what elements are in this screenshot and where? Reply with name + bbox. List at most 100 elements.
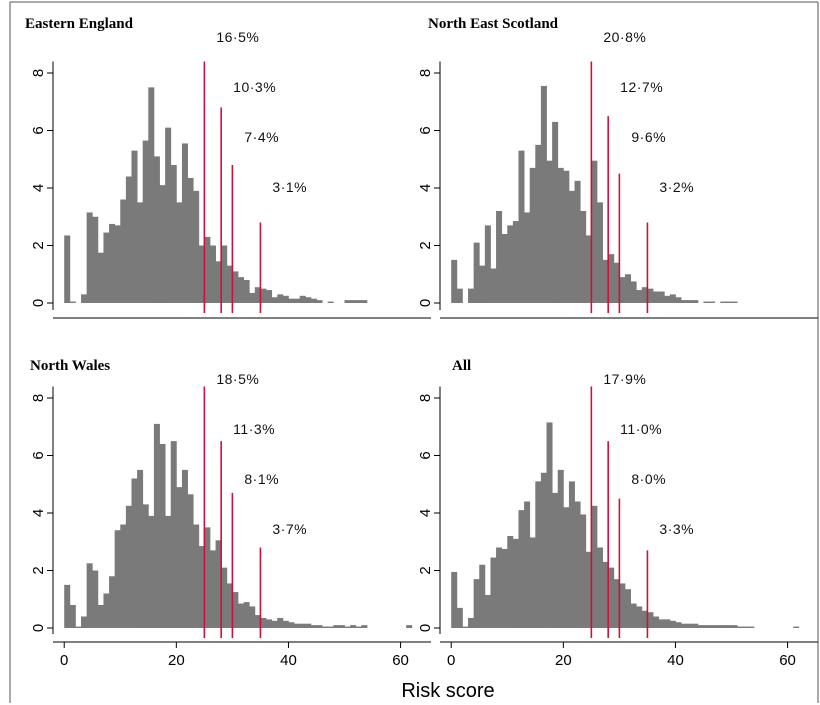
x-tick-label: 20 (555, 652, 572, 669)
histogram-bar (266, 290, 273, 303)
panel-0: Eastern England 16·5% 10·3% 7·4% 3·1% 0 2 4 6 8 (25, 16, 431, 319)
histogram-bar (658, 291, 665, 303)
cutoff-percent-label: 8·1% (244, 471, 279, 487)
histogram-bar (512, 221, 519, 303)
histogram-bar (540, 85, 547, 303)
panel-title: North Wales (30, 358, 110, 374)
histogram-bar (64, 235, 71, 303)
histogram-bar (535, 144, 542, 304)
histogram-bar (215, 540, 222, 628)
histogram-bar (243, 280, 250, 303)
histogram-bar (563, 170, 570, 303)
cutoff-percent-label: 9·6% (631, 129, 666, 145)
histogram-bar (277, 294, 284, 304)
histogram-bar (109, 576, 116, 628)
histogram-bar (316, 300, 323, 304)
y-tick-label: 4 (30, 509, 47, 517)
x-axis-label: Risk score (401, 680, 494, 702)
histogram-bar (456, 607, 463, 629)
histogram-bar (109, 223, 116, 303)
histogram-bar (703, 625, 710, 629)
histogram-bar (176, 202, 183, 304)
histogram-bar (299, 623, 306, 628)
histogram-bar (176, 487, 183, 629)
cutoff-percent-label: 12·7% (620, 79, 663, 95)
cutoff-percent-label: 18·5% (216, 371, 259, 387)
cutoff-percent-label: 11·0% (620, 421, 662, 437)
histogram-bar (327, 301, 334, 303)
histogram-bar (580, 514, 587, 628)
histogram-bar (148, 515, 155, 629)
histogram-bar (137, 469, 144, 629)
histogram-bar (333, 625, 340, 629)
cutoff-percent-label: 17·9% (603, 371, 646, 387)
histogram-bar (97, 252, 104, 303)
histogram-bar (288, 622, 295, 628)
histogram-bar (697, 625, 704, 629)
y-tick-label: 0 (417, 624, 434, 632)
histogram-bar (451, 259, 458, 304)
histogram-bar (591, 505, 598, 628)
histogram-bar (731, 625, 738, 629)
cutoff-percent-label: 11·3% (233, 421, 275, 437)
histogram-bar (675, 622, 682, 628)
histogram-bar (221, 567, 228, 629)
histogram-bar (692, 300, 699, 304)
histogram-bar (131, 478, 138, 628)
x-tick-label: 60 (392, 652, 409, 669)
histogram-bar (507, 225, 514, 304)
histogram-bar (568, 481, 575, 629)
histogram-bar (125, 176, 132, 303)
histogram-bar (316, 625, 323, 629)
histogram-bar (546, 160, 553, 303)
histogram-bar (636, 290, 643, 303)
histogram-bar (350, 625, 357, 629)
y-tick-label: 8 (417, 69, 434, 77)
histogram-bar (501, 234, 508, 303)
histogram-bar (97, 605, 104, 628)
histogram-bar (625, 274, 632, 303)
histogram-bar (557, 167, 564, 304)
histogram-bar (490, 268, 497, 303)
histogram-bar (277, 617, 284, 628)
histogram-bar (254, 615, 261, 628)
histogram-bar (344, 300, 351, 304)
histogram-bar (793, 626, 800, 628)
histogram-bar (187, 177, 194, 303)
histogram-bar (591, 160, 598, 303)
histogram-bar (64, 584, 71, 629)
histogram-bar (159, 185, 166, 304)
histogram-bar (647, 612, 654, 628)
histogram-bar (271, 297, 278, 303)
histogram-bar (221, 245, 228, 303)
histogram-bar (731, 301, 738, 303)
cutoff-percent-label: 3·3% (659, 521, 694, 537)
y-tick-label: 2 (30, 566, 47, 574)
histogram-bar (204, 527, 211, 629)
histogram-bar (260, 288, 267, 304)
histogram-bar (669, 620, 676, 628)
histogram-bar (305, 297, 312, 303)
histogram-bar (518, 510, 525, 629)
histogram-bar (484, 594, 491, 628)
y-tick-label: 6 (30, 126, 47, 134)
histogram-bar (327, 626, 334, 628)
histogram-bar (490, 557, 497, 628)
histogram-bar (86, 563, 93, 628)
histogram-bar (709, 625, 716, 629)
histogram-bar (209, 245, 216, 303)
histogram-bar (344, 626, 351, 628)
histogram-bar (709, 301, 716, 303)
panel-3: All 17·9% 11·0% 8·0% 3·3% 0 2 4 6 8 0 20 40 60 (417, 358, 818, 669)
histogram-bar (69, 301, 76, 303)
y-tick-label: 8 (30, 394, 47, 402)
y-tick-label: 6 (417, 126, 434, 134)
cutoff-percent-label: 20·8% (603, 29, 646, 45)
histogram-bar (92, 570, 99, 628)
histogram-bar (226, 583, 233, 628)
x-tick-label: 20 (168, 652, 185, 669)
histogram-bar (630, 281, 637, 303)
histogram-bar (473, 579, 480, 629)
histogram-bar (187, 494, 194, 628)
histogram-bar (675, 297, 682, 303)
